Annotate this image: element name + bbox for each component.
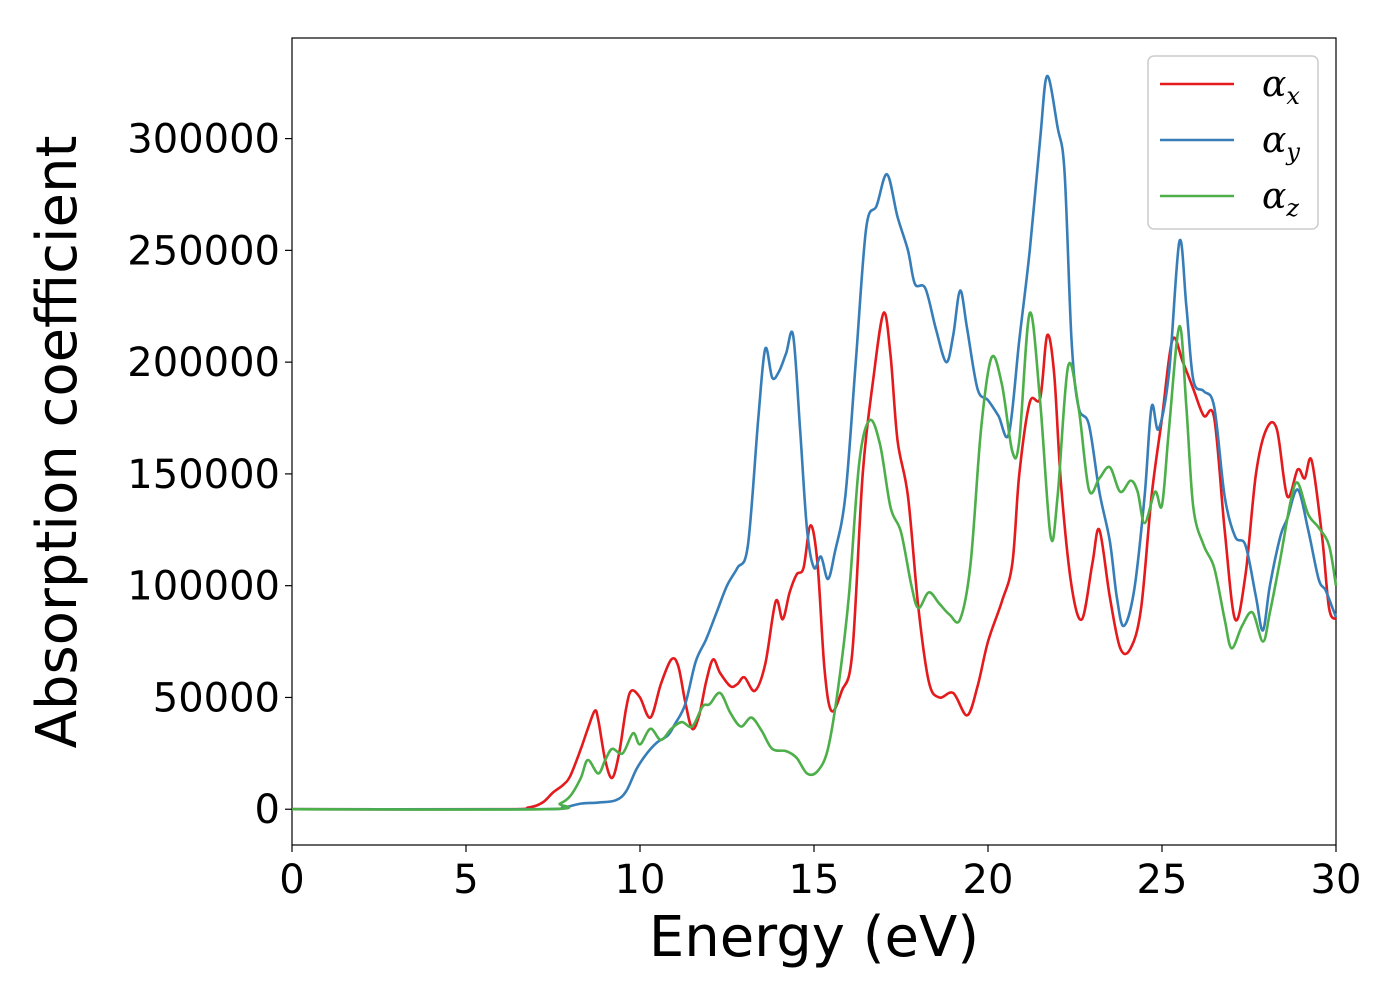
legend: αx αy αz: [1147, 55, 1319, 230]
y-tick-label: 250000: [127, 228, 280, 274]
series-line-alpha-x: [291, 311, 1338, 811]
x-tick-label: 0: [279, 857, 304, 903]
y-axis-title: Absorption coefficient: [25, 136, 90, 749]
legend-label-alpha-y: αy: [1262, 120, 1300, 166]
y-tick-label: 100000: [127, 564, 280, 610]
x-tick-label: 15: [789, 857, 840, 903]
y-tick-label: 0: [255, 787, 280, 833]
y-tick-label: 50000: [153, 675, 280, 721]
legend-box: [1147, 55, 1319, 230]
x-axis-title: Energy (eV): [649, 905, 979, 970]
x-tick-label: 5: [453, 857, 478, 903]
legend-items: αx αy αz: [1160, 64, 1300, 222]
x-tick-label: 20: [963, 857, 1014, 903]
x-tick-label: 10: [615, 857, 666, 903]
series-layer: [291, 74, 1338, 811]
x-tick-label: 30: [1311, 857, 1362, 903]
series-line-alpha-y: [291, 74, 1338, 811]
series-line-alpha-z: [291, 311, 1338, 811]
y-tick-label: 150000: [127, 452, 280, 498]
x-tick-label: 25: [1137, 857, 1188, 903]
y-tick-label: 300000: [127, 117, 280, 163]
axis-layer: 0 5 10 15 20 25 30 0 50000 100000 150000 200000 2500…: [127, 117, 1361, 903]
y-tick-label: 200000: [127, 340, 280, 386]
legend-label-alpha-x: αx: [1262, 64, 1300, 110]
legend-label-alpha-z: αz: [1262, 176, 1299, 222]
